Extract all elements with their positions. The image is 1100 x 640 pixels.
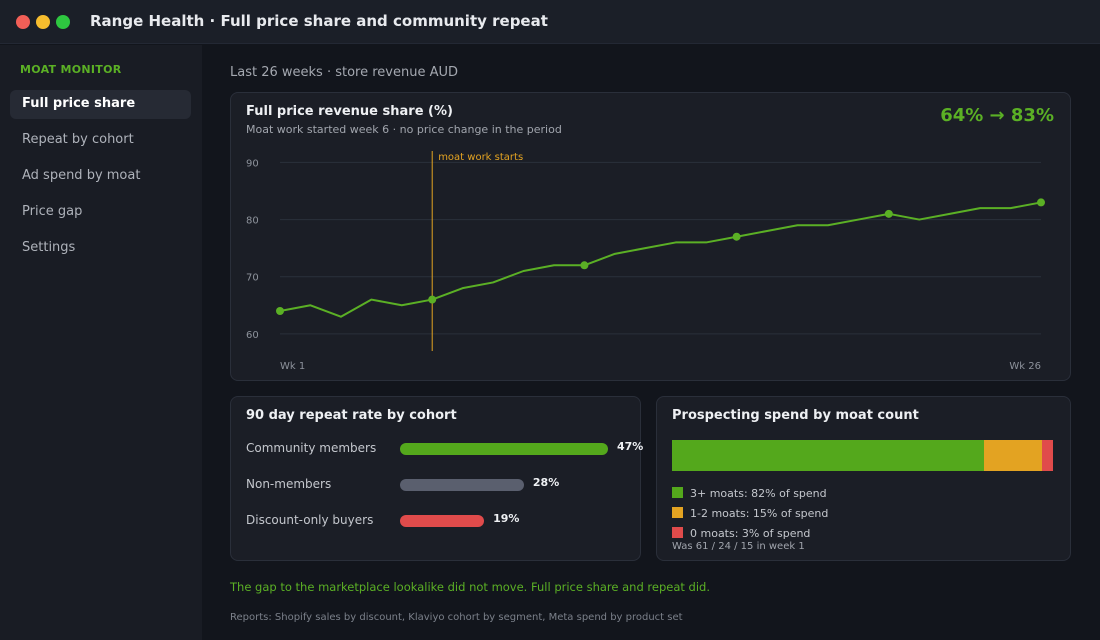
- x-tick-label: Wk 26: [1009, 361, 1041, 372]
- cohort-bar-discount-only: [400, 515, 485, 527]
- data-point: [732, 232, 741, 241]
- close-window-button[interactable]: [16, 15, 30, 29]
- takeaway-text: The gap to the marketplace lookalike did…: [230, 580, 711, 594]
- report-sources: Reports: Shopify sales by discount, Klav…: [230, 612, 683, 623]
- y-tick-label: 60: [246, 330, 259, 341]
- full-price-share-card: Full price revenue share (%) Moat work s…: [230, 92, 1071, 381]
- share-change-metric: 64% → 83%: [940, 105, 1054, 126]
- legend-item: 3+ moats: 82% of spend: [672, 487, 827, 500]
- spend-segment-3plus-moats: [672, 440, 985, 471]
- zoom-window-button[interactable]: [56, 15, 70, 29]
- sidebar-item-settings[interactable]: Settings: [22, 240, 76, 255]
- cohort-label: Non-members: [246, 477, 332, 491]
- page-subtitle: Last 26 weeks · store revenue AUD: [230, 65, 459, 80]
- repeat-rate-card: 90 day repeat rate by cohort Community m…: [230, 396, 644, 561]
- sidebar-heading: MOAT MONITOR: [20, 63, 122, 76]
- week1-comparison-note: Was 61 / 24 / 15 in week 1: [672, 541, 805, 552]
- sidebar-item-full-price-share[interactable]: Full price share: [10, 90, 191, 119]
- sidebar-item-ad-spend-by-moat[interactable]: Ad spend by moat: [22, 168, 141, 183]
- cohort-label: Discount-only buyers: [246, 513, 374, 527]
- spend-segment-0-moats: [1041, 440, 1053, 471]
- cohort-value: 19%: [493, 512, 520, 525]
- y-tick-label: 90: [246, 158, 259, 169]
- spend-stacked-bar: [672, 440, 1053, 471]
- card-title: Full price revenue share (%): [246, 104, 453, 119]
- prospecting-spend-card: Prospecting spend by moat count 3+ moats…: [656, 396, 1071, 561]
- cohort-value: 47%: [617, 440, 644, 453]
- annotation-label: moat work starts: [438, 152, 523, 163]
- x-tick-label: Wk 1: [280, 361, 305, 372]
- spend-segment-1-2-moats: [984, 440, 1042, 471]
- minimize-window-button[interactable]: [36, 15, 50, 29]
- card-title: 90 day repeat rate by cohort: [246, 408, 457, 423]
- cohort-bar-non-members: [400, 479, 524, 491]
- legend-swatch: [672, 487, 683, 498]
- data-point: [884, 209, 893, 218]
- legend-label: 3+ moats: 82% of spend: [690, 487, 827, 500]
- card-subtitle: Moat work started week 6 · no price chan…: [246, 123, 562, 136]
- full-price-share-chart: 60 70 80 90 moat work starts Wk 1 Wk 26: [246, 151, 1045, 372]
- data-point: [276, 307, 284, 315]
- legend-item: 1-2 moats: 15% of spend: [672, 507, 828, 520]
- cohort-value: 28%: [532, 476, 560, 489]
- cohort-label: Community members: [246, 441, 377, 455]
- window-title: Range Health · Full price share and comm…: [90, 12, 548, 30]
- legend-swatch: [672, 527, 683, 538]
- data-point: [580, 261, 589, 270]
- card-title: Prospecting spend by moat count: [672, 408, 919, 423]
- cohort-bar-community: [400, 443, 608, 455]
- series-line: [279, 201, 1042, 318]
- data-point: [428, 295, 437, 304]
- sidebar: MOAT MONITOR Full price share Repeat by …: [0, 45, 202, 640]
- sidebar-item-repeat-by-cohort[interactable]: Repeat by cohort: [22, 132, 134, 147]
- y-tick-label: 80: [246, 216, 259, 227]
- legend-label: 1-2 moats: 15% of spend: [690, 507, 829, 520]
- sidebar-item-price-gap[interactable]: Price gap: [22, 204, 83, 219]
- legend-label: 0 moats: 3% of spend: [690, 527, 811, 540]
- data-point: [1037, 198, 1045, 207]
- legend-item: 0 moats: 3% of spend: [672, 527, 810, 540]
- title-bar: Range Health · Full price share and comm…: [0, 0, 1100, 44]
- legend-swatch: [672, 507, 683, 518]
- y-tick-label: 70: [246, 273, 259, 284]
